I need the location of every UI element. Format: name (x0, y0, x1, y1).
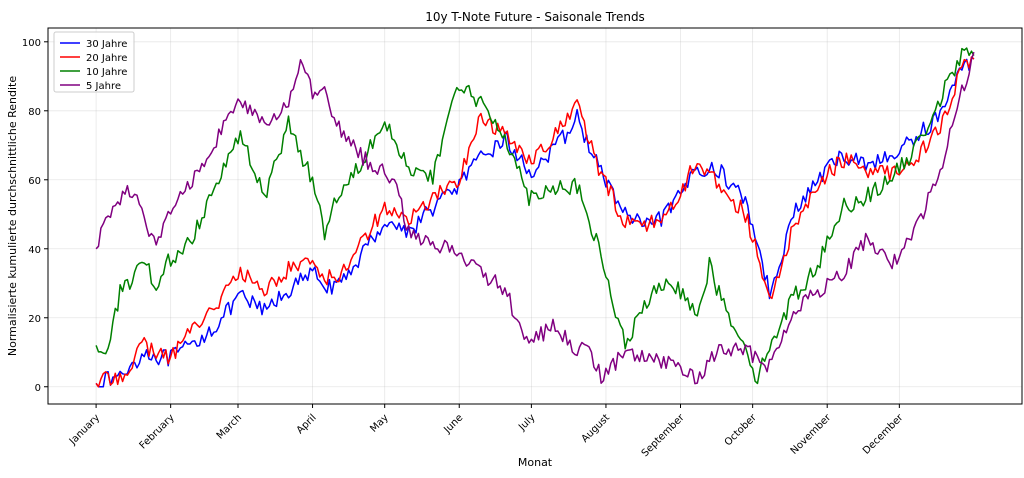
y-tick-label: 40 (28, 245, 41, 256)
x-axis-label: Monat (518, 456, 553, 469)
y-tick-label: 0 (35, 383, 41, 394)
y-tick-label: 60 (28, 176, 41, 187)
y-tick-label: 100 (22, 38, 41, 49)
legend-label: 5 Jahre (86, 81, 121, 92)
series-line-0 (95, 56, 975, 388)
y-axis: 0 20 40 60 80 100 (22, 38, 48, 394)
series-line-2 (95, 47, 975, 385)
y-axis-label: Normalisierte kumulierte durchschnittlic… (6, 76, 19, 356)
y-tick-label: 20 (28, 314, 41, 325)
series-line-1 (95, 56, 975, 388)
series-group (95, 47, 975, 388)
legend-label: 20 Jahre (86, 53, 127, 64)
plot-frame (47, 27, 1023, 405)
legend-label: 30 Jahre (86, 39, 127, 50)
legend-box (53, 31, 135, 93)
series-line-3 (95, 51, 975, 385)
legend-label: 10 Jahre (86, 67, 127, 78)
chart-title: 10y T-Note Future - Saisonale Trends (425, 10, 645, 24)
y-tick-label: 80 (28, 107, 41, 118)
legend: 30 Jahre 20 Jahre 10 Jahre 5 Jahre (53, 31, 135, 93)
